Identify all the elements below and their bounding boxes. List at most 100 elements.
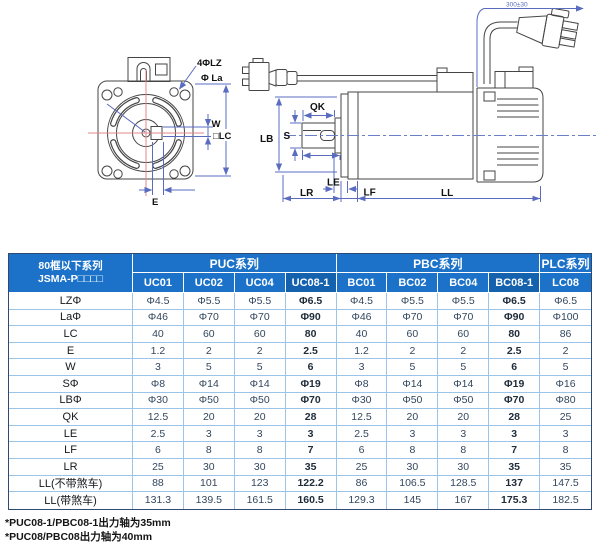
side-dimensions (275, 5, 584, 202)
table-cell: Φ70 (285, 392, 337, 410)
table-cell: 1.2 (336, 342, 388, 360)
label-lf: LF (364, 188, 376, 199)
table-cell: 60 (438, 326, 490, 343)
table-cell: 6 (133, 442, 184, 459)
table-corner-header: 80框以下系列 JSMA-P□□□□ (9, 254, 133, 293)
table-cell: 6 (285, 359, 337, 376)
table-cell: 145 (387, 492, 439, 509)
table-cell: 101 (183, 475, 235, 493)
table-cell: 40 (336, 326, 388, 343)
table-cell: 25 (540, 409, 591, 426)
table-cell: 2.5 (285, 342, 337, 360)
table-cell: 12.5 (336, 409, 388, 426)
table-cell: 80 (285, 326, 337, 343)
table-row-label: LBΦ (9, 392, 133, 410)
model-pattern-label: JSMA-P□□□□ (37, 273, 104, 285)
table-cell: Φ6.5 (489, 293, 541, 310)
table-row-label: LL(不带煞车) (9, 475, 133, 493)
table-cell: 2 (540, 342, 591, 360)
table-col-header: UC01 (133, 273, 184, 293)
table-cell: Φ4.5 (133, 293, 184, 310)
table-cell: 30 (234, 458, 286, 476)
table-cell: 122.2 (285, 475, 337, 493)
table-cell: 5 (234, 359, 286, 376)
table-col-header: BC08-1 (489, 273, 541, 293)
table-group-header: PUC系列 (133, 254, 337, 273)
table-cell: Φ50 (234, 392, 286, 410)
table-cell: 3 (387, 425, 439, 443)
cooling-fins (497, 98, 539, 166)
table-cell: 182.5 (540, 492, 591, 509)
table-cell: 35 (285, 458, 337, 476)
side-view (242, 7, 579, 183)
table-cell: 3 (489, 425, 541, 443)
table-cell: 86 (540, 326, 591, 343)
table-cell: 3 (133, 359, 184, 376)
table-cell: Φ30 (133, 392, 184, 410)
table-cell: 137 (489, 475, 541, 493)
flange-slots (110, 97, 182, 169)
label-lr: LR (300, 188, 314, 199)
table-row-label: LF (9, 442, 133, 459)
table-cell: 2 (438, 342, 490, 360)
table-cell: 106.5 (387, 475, 439, 493)
table-cell: 2 (387, 342, 439, 360)
bolt-circle-leader (106, 103, 146, 133)
table-cell: 5 (540, 359, 591, 376)
power-connector-housing (494, 66, 534, 89)
table-col-header: UC04 (234, 273, 286, 293)
label-w: W (212, 119, 221, 130)
front-labels: 4ΦLZ Φ La W □LC E (152, 58, 237, 208)
table-row-label: LL(带煞车) (9, 492, 133, 509)
label-e: E (152, 197, 158, 208)
power-cable (483, 21, 518, 84)
table-cell: 35 (489, 458, 541, 476)
table-cell: 86 (336, 475, 388, 493)
encoder-cable (297, 75, 437, 82)
table-cell: 3 (438, 425, 490, 443)
table-cell: Φ5.5 (234, 293, 286, 310)
table-cell: Φ14 (234, 375, 286, 393)
table-cell: 5 (183, 359, 235, 376)
table-cell: Φ100 (540, 309, 591, 327)
table-cell: 30 (438, 458, 490, 476)
table-cell: 20 (438, 409, 490, 426)
table-cell: 7 (285, 442, 337, 459)
side-labels: LB S QK LE LR LF LL 300±30 (260, 2, 528, 200)
spec-table: 80框以下系列 JSMA-P□□□□ PUC系列 PBC系列 PLC系列 UC01 UC… (8, 253, 592, 510)
table-cell: 35 (540, 458, 591, 476)
table-cell: 6 (489, 359, 541, 376)
table-row-label: LaΦ (9, 309, 133, 327)
table-cell: 167 (438, 492, 490, 509)
table-cell: 8 (387, 442, 439, 459)
table-row-label: LZΦ (9, 293, 133, 310)
table-cell: 12.5 (133, 409, 184, 426)
table-cell: 8 (438, 442, 490, 459)
table-row-label: LR (9, 458, 133, 476)
footnotes: *PUC08-1/PBC08-1出力轴为35mm *PUC08/PBC08出力轴… (5, 516, 171, 544)
table-cell: 131.3 (133, 492, 184, 509)
table-cell: 60 (183, 326, 235, 343)
table-cell: 30 (183, 458, 235, 476)
front-view (97, 57, 194, 180)
table-cell: 160.5 (285, 492, 337, 509)
table-cell: 3 (183, 425, 235, 443)
table-cell: 2 (234, 342, 286, 360)
table-cell: 88 (133, 475, 184, 493)
table-cell: Φ16 (540, 375, 591, 393)
table-row-label: LE (9, 425, 133, 443)
table-cell: 3 (540, 425, 591, 443)
table-cell: 2 (183, 342, 235, 360)
footnote-1: *PUC08-1/PBC08-1出力轴为35mm (5, 517, 171, 529)
table-cell: Φ46 (133, 309, 184, 327)
front-centerlines (88, 70, 204, 196)
table-cell: 2.5 (489, 342, 541, 360)
table-cell: Φ14 (387, 375, 439, 393)
table-row-label: E (9, 342, 133, 360)
table-cell: 25 (133, 458, 184, 476)
encoder-plug (242, 58, 298, 91)
label-le: LE (327, 178, 340, 189)
label-ll: LL (441, 188, 453, 199)
table-row-label: QK (9, 409, 133, 426)
